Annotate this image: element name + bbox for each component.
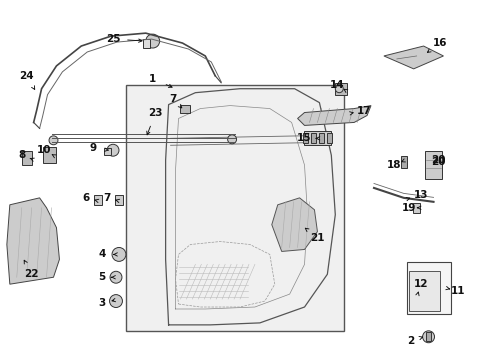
Polygon shape: [383, 46, 443, 69]
Text: 3: 3: [98, 298, 105, 308]
Text: 2: 2: [406, 336, 413, 346]
Circle shape: [110, 271, 122, 283]
Bar: [412, 203, 420, 213]
Bar: [143, 39, 150, 48]
Text: 25: 25: [105, 34, 120, 44]
Circle shape: [335, 85, 343, 93]
Text: 7: 7: [168, 94, 176, 104]
Text: 16: 16: [432, 38, 447, 48]
Text: 20: 20: [430, 155, 445, 165]
Bar: [180, 105, 190, 113]
Bar: [126, 85, 344, 331]
Bar: [303, 131, 331, 145]
Bar: [406, 262, 450, 314]
Text: 18: 18: [386, 160, 400, 170]
Text: 13: 13: [412, 190, 427, 200]
Bar: [335, 83, 346, 95]
Circle shape: [109, 294, 122, 307]
Text: 4: 4: [98, 249, 105, 260]
Bar: [400, 156, 406, 168]
Text: 9: 9: [89, 143, 97, 153]
Text: 19: 19: [401, 203, 415, 213]
Text: 17: 17: [356, 105, 370, 116]
Text: 24: 24: [20, 71, 34, 81]
Circle shape: [112, 247, 126, 261]
Text: 1: 1: [149, 74, 156, 84]
Text: 8: 8: [18, 150, 25, 160]
Bar: [424, 151, 442, 179]
Text: 23: 23: [148, 108, 163, 117]
Bar: [302, 133, 307, 143]
Bar: [115, 195, 122, 205]
Bar: [412, 282, 420, 292]
Polygon shape: [297, 105, 370, 125]
Polygon shape: [7, 198, 60, 284]
Bar: [425, 332, 430, 341]
Bar: [42, 147, 56, 163]
Text: 10: 10: [37, 145, 52, 155]
Circle shape: [227, 135, 236, 144]
Circle shape: [49, 136, 58, 145]
Text: 21: 21: [309, 233, 324, 243]
Bar: [310, 133, 316, 143]
Circle shape: [145, 34, 160, 48]
Text: 6: 6: [82, 193, 90, 203]
Circle shape: [422, 331, 434, 343]
Polygon shape: [271, 198, 317, 251]
Bar: [326, 133, 331, 143]
Text: 12: 12: [412, 279, 427, 289]
Bar: [408, 271, 440, 311]
Circle shape: [107, 144, 119, 156]
Text: 20: 20: [430, 157, 445, 167]
Text: 11: 11: [450, 286, 465, 296]
Text: 7: 7: [103, 193, 110, 203]
Text: 22: 22: [24, 269, 39, 279]
Text: 14: 14: [329, 80, 344, 90]
Text: 15: 15: [297, 133, 311, 143]
Bar: [21, 151, 32, 165]
Bar: [94, 195, 102, 205]
Bar: [318, 133, 324, 143]
Bar: [103, 148, 110, 155]
Text: 5: 5: [98, 272, 105, 282]
